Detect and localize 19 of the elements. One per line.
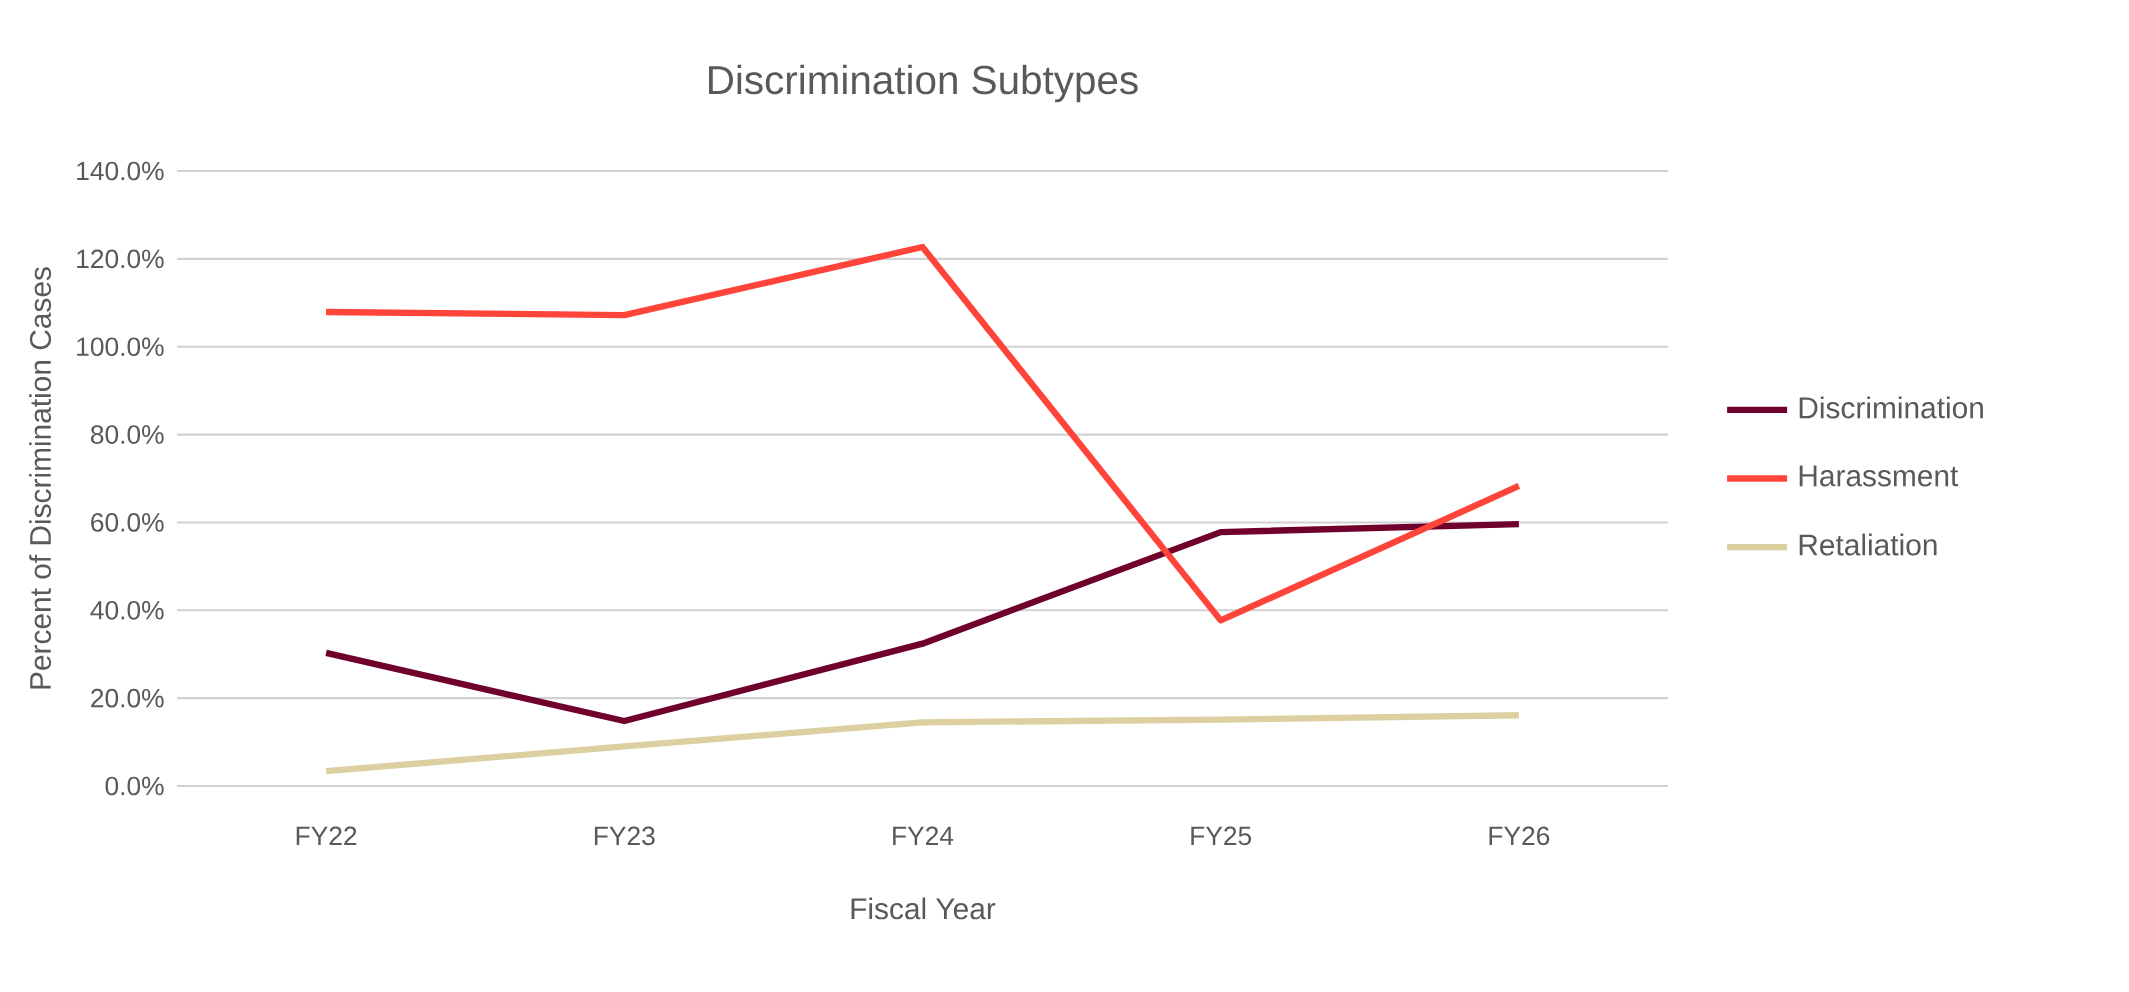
y-tick-label: 0.0% — [105, 776, 164, 796]
y-axis-title: Percent of Discrimination Cases — [29, 267, 52, 689]
legend-label: Harassment — [1799, 465, 1959, 487]
y-tick-label: 80.0% — [91, 425, 164, 444]
x-tick-label: FY22 — [296, 826, 357, 845]
legend-label: Discrimination — [1799, 396, 1983, 419]
y-tick-label: 120.0% — [77, 249, 164, 269]
x-tick-label: FY24 — [893, 826, 954, 845]
y-tick-label: 100.0% — [77, 337, 164, 357]
y-tick-label: 140.0% — [77, 161, 164, 181]
y-tick-label: 40.0% — [90, 600, 164, 620]
x-axis-title: Fiscal Year — [851, 897, 996, 920]
y-tick-label: 20.0% — [91, 688, 164, 708]
x-tick-label: FY23 — [594, 826, 655, 846]
x-tick-label: FY26 — [1489, 826, 1550, 846]
x-tick-label: FY25 — [1191, 826, 1252, 846]
y-tick-label: 60.0% — [91, 513, 164, 532]
chart-title: Discrimination Subtypes — [709, 64, 1138, 103]
legend-label: Retaliation — [1799, 533, 1937, 556]
